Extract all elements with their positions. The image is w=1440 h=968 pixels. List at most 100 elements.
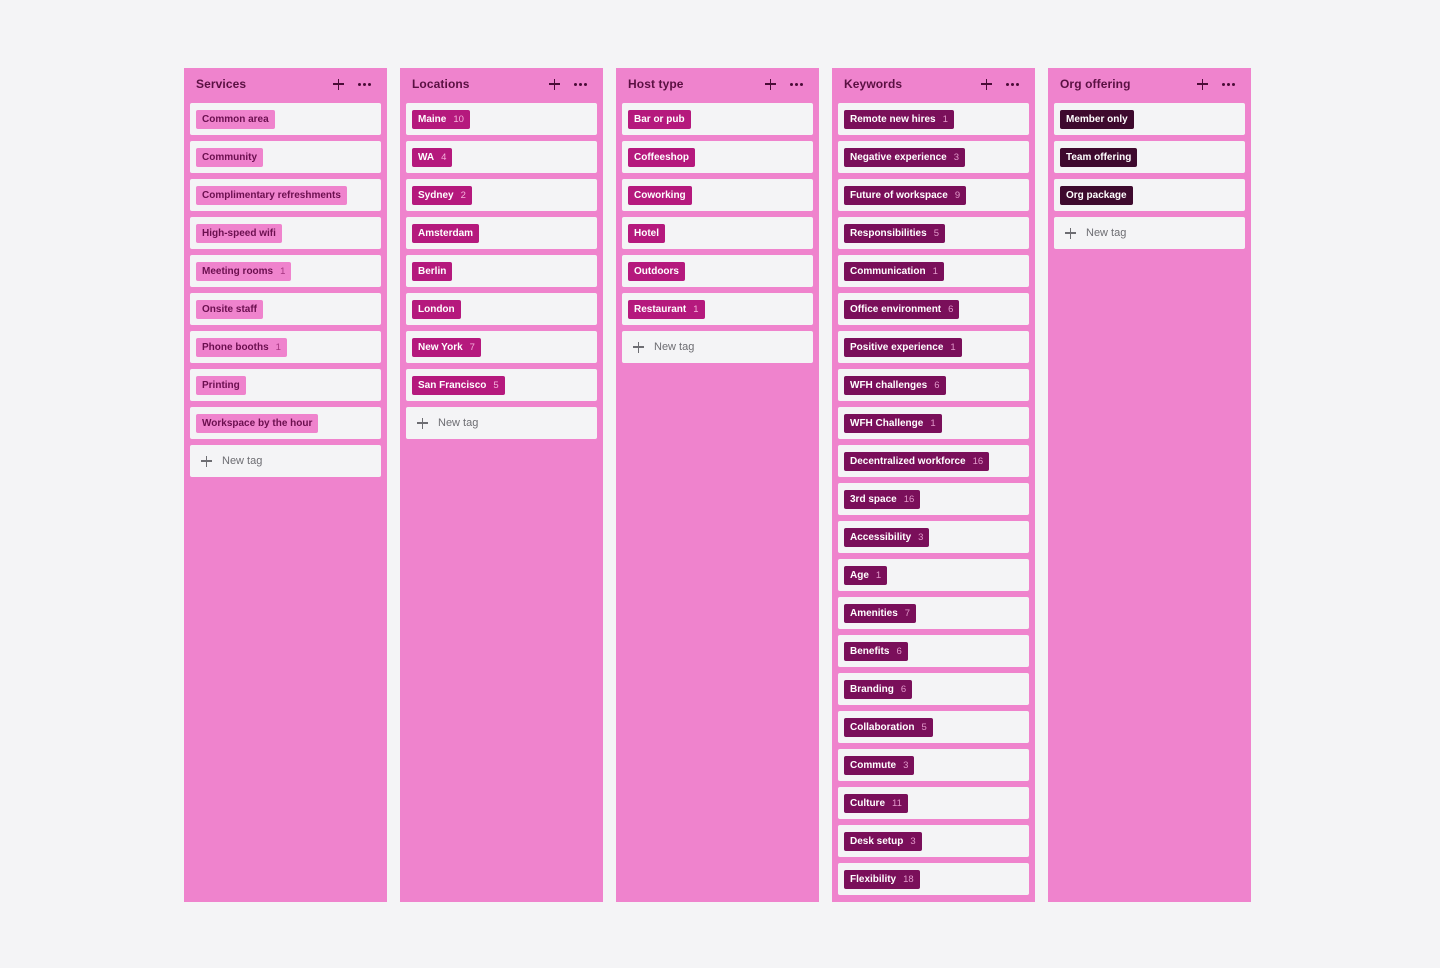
- tag-card[interactable]: Positive experience 1: [838, 331, 1029, 363]
- tag-card[interactable]: Meeting rooms 1: [190, 255, 381, 287]
- tag-card[interactable]: Org package: [1054, 179, 1245, 211]
- tag-chip[interactable]: Communication 1: [844, 261, 944, 281]
- tag-chip[interactable]: Phone booths 1: [196, 337, 287, 357]
- tag-chip[interactable]: Coworking: [628, 185, 692, 205]
- tag-chip[interactable]: Outdoors: [628, 261, 685, 281]
- tag-chip[interactable]: Commute 3: [844, 755, 915, 775]
- tag-chip[interactable]: 3rd space 16: [844, 489, 921, 509]
- tag-card[interactable]: Culture 11: [838, 787, 1029, 819]
- add-tag-button[interactable]: [976, 74, 996, 94]
- tag-chip[interactable]: Onsite staff: [196, 299, 264, 319]
- column-menu-button[interactable]: [786, 74, 806, 94]
- tag-chip[interactable]: High-speed wifi: [196, 223, 282, 243]
- tag-card[interactable]: Printing: [190, 369, 381, 401]
- tag-chip[interactable]: Amsterdam: [412, 223, 480, 243]
- tag-card[interactable]: WFH challenges 6: [838, 369, 1029, 401]
- tag-card[interactable]: San Francisco 5: [406, 369, 597, 401]
- tag-card[interactable]: Bar or pub: [622, 103, 813, 135]
- tag-card[interactable]: Office environment 6: [838, 293, 1029, 325]
- tag-card[interactable]: Common area: [190, 103, 381, 135]
- tag-chip[interactable]: Benefits 6: [844, 641, 908, 661]
- tag-chip[interactable]: WA 4: [412, 147, 453, 167]
- tag-chip[interactable]: Remote new hires 1: [844, 109, 954, 129]
- column-menu-button[interactable]: [354, 74, 374, 94]
- tag-card[interactable]: Negative experience 3: [838, 141, 1029, 173]
- new-tag-button[interactable]: New tag: [406, 407, 597, 439]
- column-menu-button[interactable]: [1218, 74, 1238, 94]
- tag-chip[interactable]: Flexibility 18: [844, 869, 920, 889]
- add-tag-button[interactable]: [760, 74, 780, 94]
- tag-chip[interactable]: New York 7: [412, 337, 481, 357]
- tag-chip[interactable]: Common area: [196, 109, 275, 129]
- tag-card[interactable]: Amsterdam: [406, 217, 597, 249]
- tag-card[interactable]: Communication 1: [838, 255, 1029, 287]
- tag-chip[interactable]: Workspace by the hour: [196, 413, 319, 433]
- tag-card[interactable]: Benefits 6: [838, 635, 1029, 667]
- tag-card[interactable]: Workspace by the hour: [190, 407, 381, 439]
- tag-chip[interactable]: Negative experience 3: [844, 147, 966, 167]
- tag-chip[interactable]: Printing: [196, 375, 246, 395]
- tag-card[interactable]: High-speed wifi: [190, 217, 381, 249]
- tag-card[interactable]: New York 7: [406, 331, 597, 363]
- tag-chip[interactable]: Restaurant 1: [628, 299, 705, 319]
- tag-card[interactable]: Berlin: [406, 255, 597, 287]
- tag-chip[interactable]: Amenities 7: [844, 603, 917, 623]
- new-tag-button[interactable]: New tag: [1054, 217, 1245, 249]
- add-tag-button[interactable]: [328, 74, 348, 94]
- tag-card[interactable]: Future of workspace 9: [838, 179, 1029, 211]
- add-tag-button[interactable]: [1192, 74, 1212, 94]
- tag-card[interactable]: Team offering: [1054, 141, 1245, 173]
- tag-chip[interactable]: Office environment 6: [844, 299, 960, 319]
- tag-chip[interactable]: Team offering: [1060, 147, 1138, 167]
- tag-chip[interactable]: Culture 11: [844, 793, 908, 813]
- column-menu-button[interactable]: [570, 74, 590, 94]
- tag-chip[interactable]: Branding 6: [844, 679, 913, 699]
- new-tag-button[interactable]: New tag: [190, 445, 381, 477]
- tag-chip[interactable]: Maine 10: [412, 109, 470, 129]
- tag-card[interactable]: Coffeeshop: [622, 141, 813, 173]
- tag-chip[interactable]: WFH challenges 6: [844, 375, 946, 395]
- tag-card[interactable]: Member only: [1054, 103, 1245, 135]
- tag-chip[interactable]: Collaboration 5: [844, 717, 933, 737]
- tag-chip[interactable]: Decentralized workforce 16: [844, 451, 990, 471]
- tag-chip[interactable]: Coffeeshop: [628, 147, 695, 167]
- tag-card[interactable]: Outdoors: [622, 255, 813, 287]
- tag-chip[interactable]: Berlin: [412, 261, 453, 281]
- add-tag-button[interactable]: [544, 74, 564, 94]
- tag-chip[interactable]: Age 1: [844, 565, 888, 585]
- tag-chip[interactable]: Positive experience 1: [844, 337, 962, 357]
- tag-chip[interactable]: Complimentary refreshments: [196, 185, 347, 205]
- tag-card[interactable]: Age 1: [838, 559, 1029, 591]
- tag-card[interactable]: Coworking: [622, 179, 813, 211]
- tag-card[interactable]: Community: [190, 141, 381, 173]
- tag-card[interactable]: Hotel: [622, 217, 813, 249]
- tag-card[interactable]: Onsite staff: [190, 293, 381, 325]
- tag-card[interactable]: WFH Challenge 1: [838, 407, 1029, 439]
- tag-chip[interactable]: Future of workspace 9: [844, 185, 967, 205]
- tag-chip[interactable]: Bar or pub: [628, 109, 691, 129]
- tag-card[interactable]: Sydney 2: [406, 179, 597, 211]
- tag-card[interactable]: Flexibility 18: [838, 863, 1029, 895]
- tag-chip[interactable]: Accessibility 3: [844, 527, 930, 547]
- tag-card[interactable]: 3rd space 16: [838, 483, 1029, 515]
- tag-chip[interactable]: Hotel: [628, 223, 665, 243]
- tag-card[interactable]: Collaboration 5: [838, 711, 1029, 743]
- tag-card[interactable]: Restaurant 1: [622, 293, 813, 325]
- tag-chip[interactable]: San Francisco 5: [412, 375, 505, 395]
- tag-card[interactable]: London: [406, 293, 597, 325]
- tag-chip[interactable]: Org package: [1060, 185, 1133, 205]
- tag-card[interactable]: WA 4: [406, 141, 597, 173]
- tag-chip[interactable]: Desk setup 3: [844, 831, 922, 851]
- tag-card[interactable]: Branding 6: [838, 673, 1029, 705]
- tag-chip[interactable]: Member only: [1060, 109, 1134, 129]
- tag-chip[interactable]: Community: [196, 147, 263, 167]
- new-tag-button[interactable]: New tag: [622, 331, 813, 363]
- tag-chip[interactable]: WFH Challenge 1: [844, 413, 942, 433]
- tag-card[interactable]: Remote new hires 1: [838, 103, 1029, 135]
- column-menu-button[interactable]: [1002, 74, 1022, 94]
- tag-chip[interactable]: Sydney 2: [412, 185, 472, 205]
- tag-card[interactable]: Amenities 7: [838, 597, 1029, 629]
- tag-card[interactable]: Complimentary refreshments: [190, 179, 381, 211]
- tag-card[interactable]: Responsibilities 5: [838, 217, 1029, 249]
- tag-chip[interactable]: Responsibilities 5: [844, 223, 945, 243]
